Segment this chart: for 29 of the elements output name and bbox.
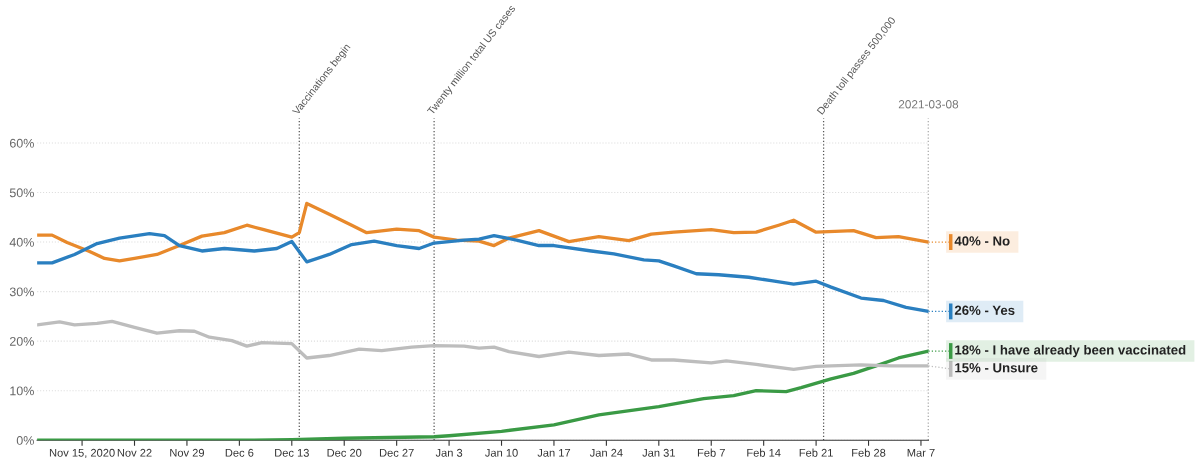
x-tick-label: Dec 20 (327, 448, 362, 457)
legend-label: 40% - No (954, 236, 1010, 246)
y-tick-label: 40% (9, 237, 34, 247)
x-tick-label: Jan 17 (537, 448, 571, 457)
y-tick-label: 30% (9, 287, 34, 297)
x-tick-label: Nov 15, 2020 (49, 448, 115, 459)
y-tick-label: 20% (9, 336, 34, 346)
x-tick-label: Feb 21 (799, 448, 833, 457)
y-tick-label: 50% (9, 188, 34, 198)
x-tick-label: Nov 22 (117, 448, 152, 457)
ref-line-label: 2021-03-08 (898, 100, 959, 109)
legend-label: 18% - I have already been vaccinated (955, 344, 1186, 358)
legend-label: 15% - Unsure (955, 363, 1038, 373)
x-tick-label: Feb 14 (747, 448, 781, 457)
x-tick-label: Jan 24 (589, 448, 623, 457)
y-tick-label: 10% (10, 386, 34, 396)
legend-label: 26% - Yes (954, 305, 1015, 315)
x-tick-label: Feb 28 (852, 448, 886, 457)
x-tick-label: Jan 3 (435, 448, 463, 457)
x-tick-label: Feb 7 (697, 448, 725, 457)
y-tick-label: 60% (9, 138, 34, 148)
x-tick-label: Mar 7 (907, 448, 935, 457)
x-tick-label: Dec 13 (275, 448, 309, 457)
y-tick-label: 0% (16, 436, 34, 445)
x-tick-label: Dec 6 (225, 448, 254, 457)
x-tick-label: Jan 10 (485, 448, 518, 457)
x-tick-label: Dec 27 (379, 448, 414, 457)
x-tick-label: Nov 29 (170, 448, 205, 457)
x-tick-label: Jan 31 (642, 448, 675, 457)
